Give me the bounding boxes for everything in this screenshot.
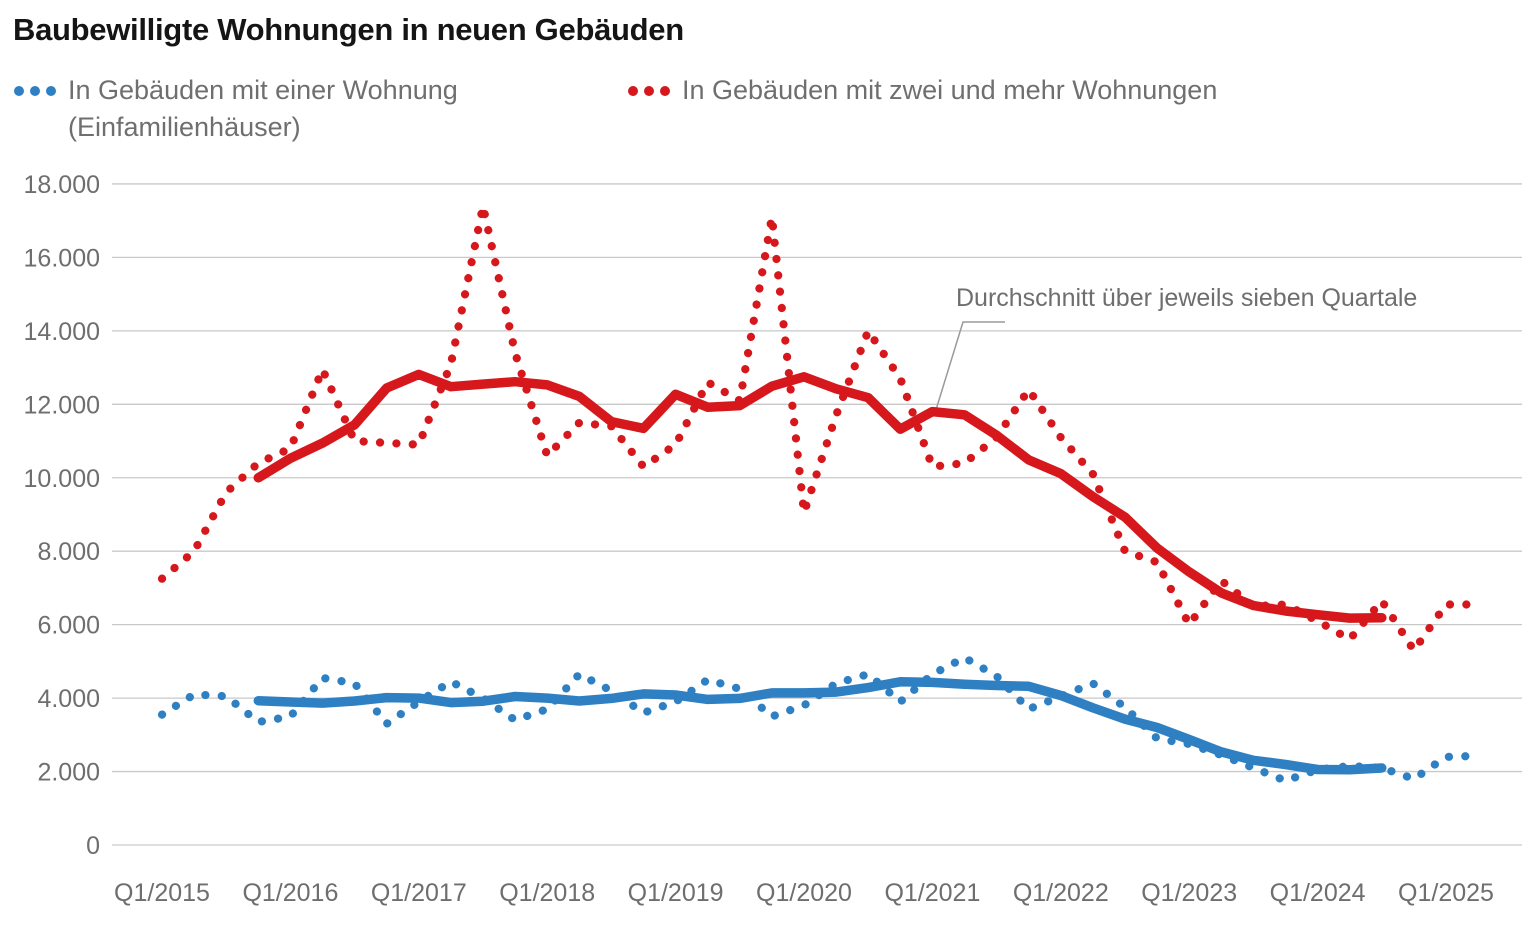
x-tick-label: Q1/2025 bbox=[1398, 879, 1494, 907]
red-dotted-line-icon bbox=[628, 86, 670, 96]
moving-average-annotation: Durchschnitt über jeweils sieben Quartal… bbox=[956, 284, 1418, 312]
legend-dot bbox=[46, 86, 56, 96]
legend-label: In Gebäuden mit einer Wohnung (Einfamili… bbox=[68, 72, 458, 146]
y-axis-labels: 0 2.000 4.000 6.000 8.000 10.000 12.000 14.000 1… bbox=[24, 171, 100, 860]
chart-title: Baubewilligte Wohnungen in neuen Gebäude… bbox=[13, 12, 684, 47]
y-tick-label: 14.000 bbox=[24, 318, 100, 346]
annotation-connector-line bbox=[934, 321, 1005, 414]
x-tick-label: Q1/2015 bbox=[114, 879, 210, 907]
y-tick-label: 12.000 bbox=[24, 391, 100, 419]
y-tick-label: 8.000 bbox=[37, 538, 100, 566]
legend-item-mehrfamilienhaeuser: In Gebäuden mit zwei und mehr Wohnungen bbox=[628, 72, 1217, 109]
legend-item-einfamilienhaeuser: In Gebäuden mit einer Wohnung (Einfamili… bbox=[14, 72, 458, 146]
y-tick-label: 6.000 bbox=[37, 612, 100, 640]
x-tick-label: Q1/2016 bbox=[242, 879, 338, 907]
dotted-series-mehrfamilienhaeuser bbox=[157, 201, 1483, 655]
blue-dotted-line-icon bbox=[14, 86, 56, 96]
x-tick-label: Q1/2022 bbox=[1013, 879, 1109, 907]
y-tick-label: 0 bbox=[86, 832, 100, 860]
x-tick-label: Q1/2017 bbox=[371, 879, 467, 907]
legend-dot bbox=[628, 86, 638, 96]
legend-dot bbox=[30, 86, 40, 96]
x-tick-label: Q1/2019 bbox=[628, 879, 724, 907]
dotted-series-einfamilienhaeuser bbox=[157, 653, 1483, 785]
legend-label: In Gebäuden mit zwei und mehr Wohnungen bbox=[682, 72, 1217, 109]
y-tick-label: 4.000 bbox=[37, 685, 100, 713]
y-tick-label: 16.000 bbox=[24, 244, 100, 272]
legend-dot bbox=[644, 86, 654, 96]
x-tick-label: Q1/2021 bbox=[884, 879, 980, 907]
x-tick-label: Q1/2023 bbox=[1141, 879, 1237, 907]
legend-label-line1: In Gebäuden mit einer Wohnung bbox=[68, 75, 458, 105]
x-axis-labels: Q1/2015 Q1/2016 Q1/2017 Q1/2018 Q1/2019 Q1/20… bbox=[114, 879, 1494, 907]
legend-dot bbox=[14, 86, 24, 96]
y-tick-label: 18.000 bbox=[24, 171, 100, 199]
y-tick-label: 10.000 bbox=[24, 465, 100, 493]
moving-average-line-mehrfamilienhaeuser bbox=[253, 369, 1387, 623]
x-tick-label: Q1/2018 bbox=[499, 879, 595, 907]
legend-label-line2: (Einfamilienhäuser) bbox=[68, 112, 301, 142]
x-tick-label: Q1/2020 bbox=[756, 879, 852, 907]
legend-label-line1: In Gebäuden mit zwei und mehr Wohnungen bbox=[682, 75, 1218, 105]
x-tick-label: Q1/2024 bbox=[1270, 879, 1366, 907]
y-tick-label: 2.000 bbox=[37, 759, 100, 787]
legend-dot bbox=[660, 86, 670, 96]
